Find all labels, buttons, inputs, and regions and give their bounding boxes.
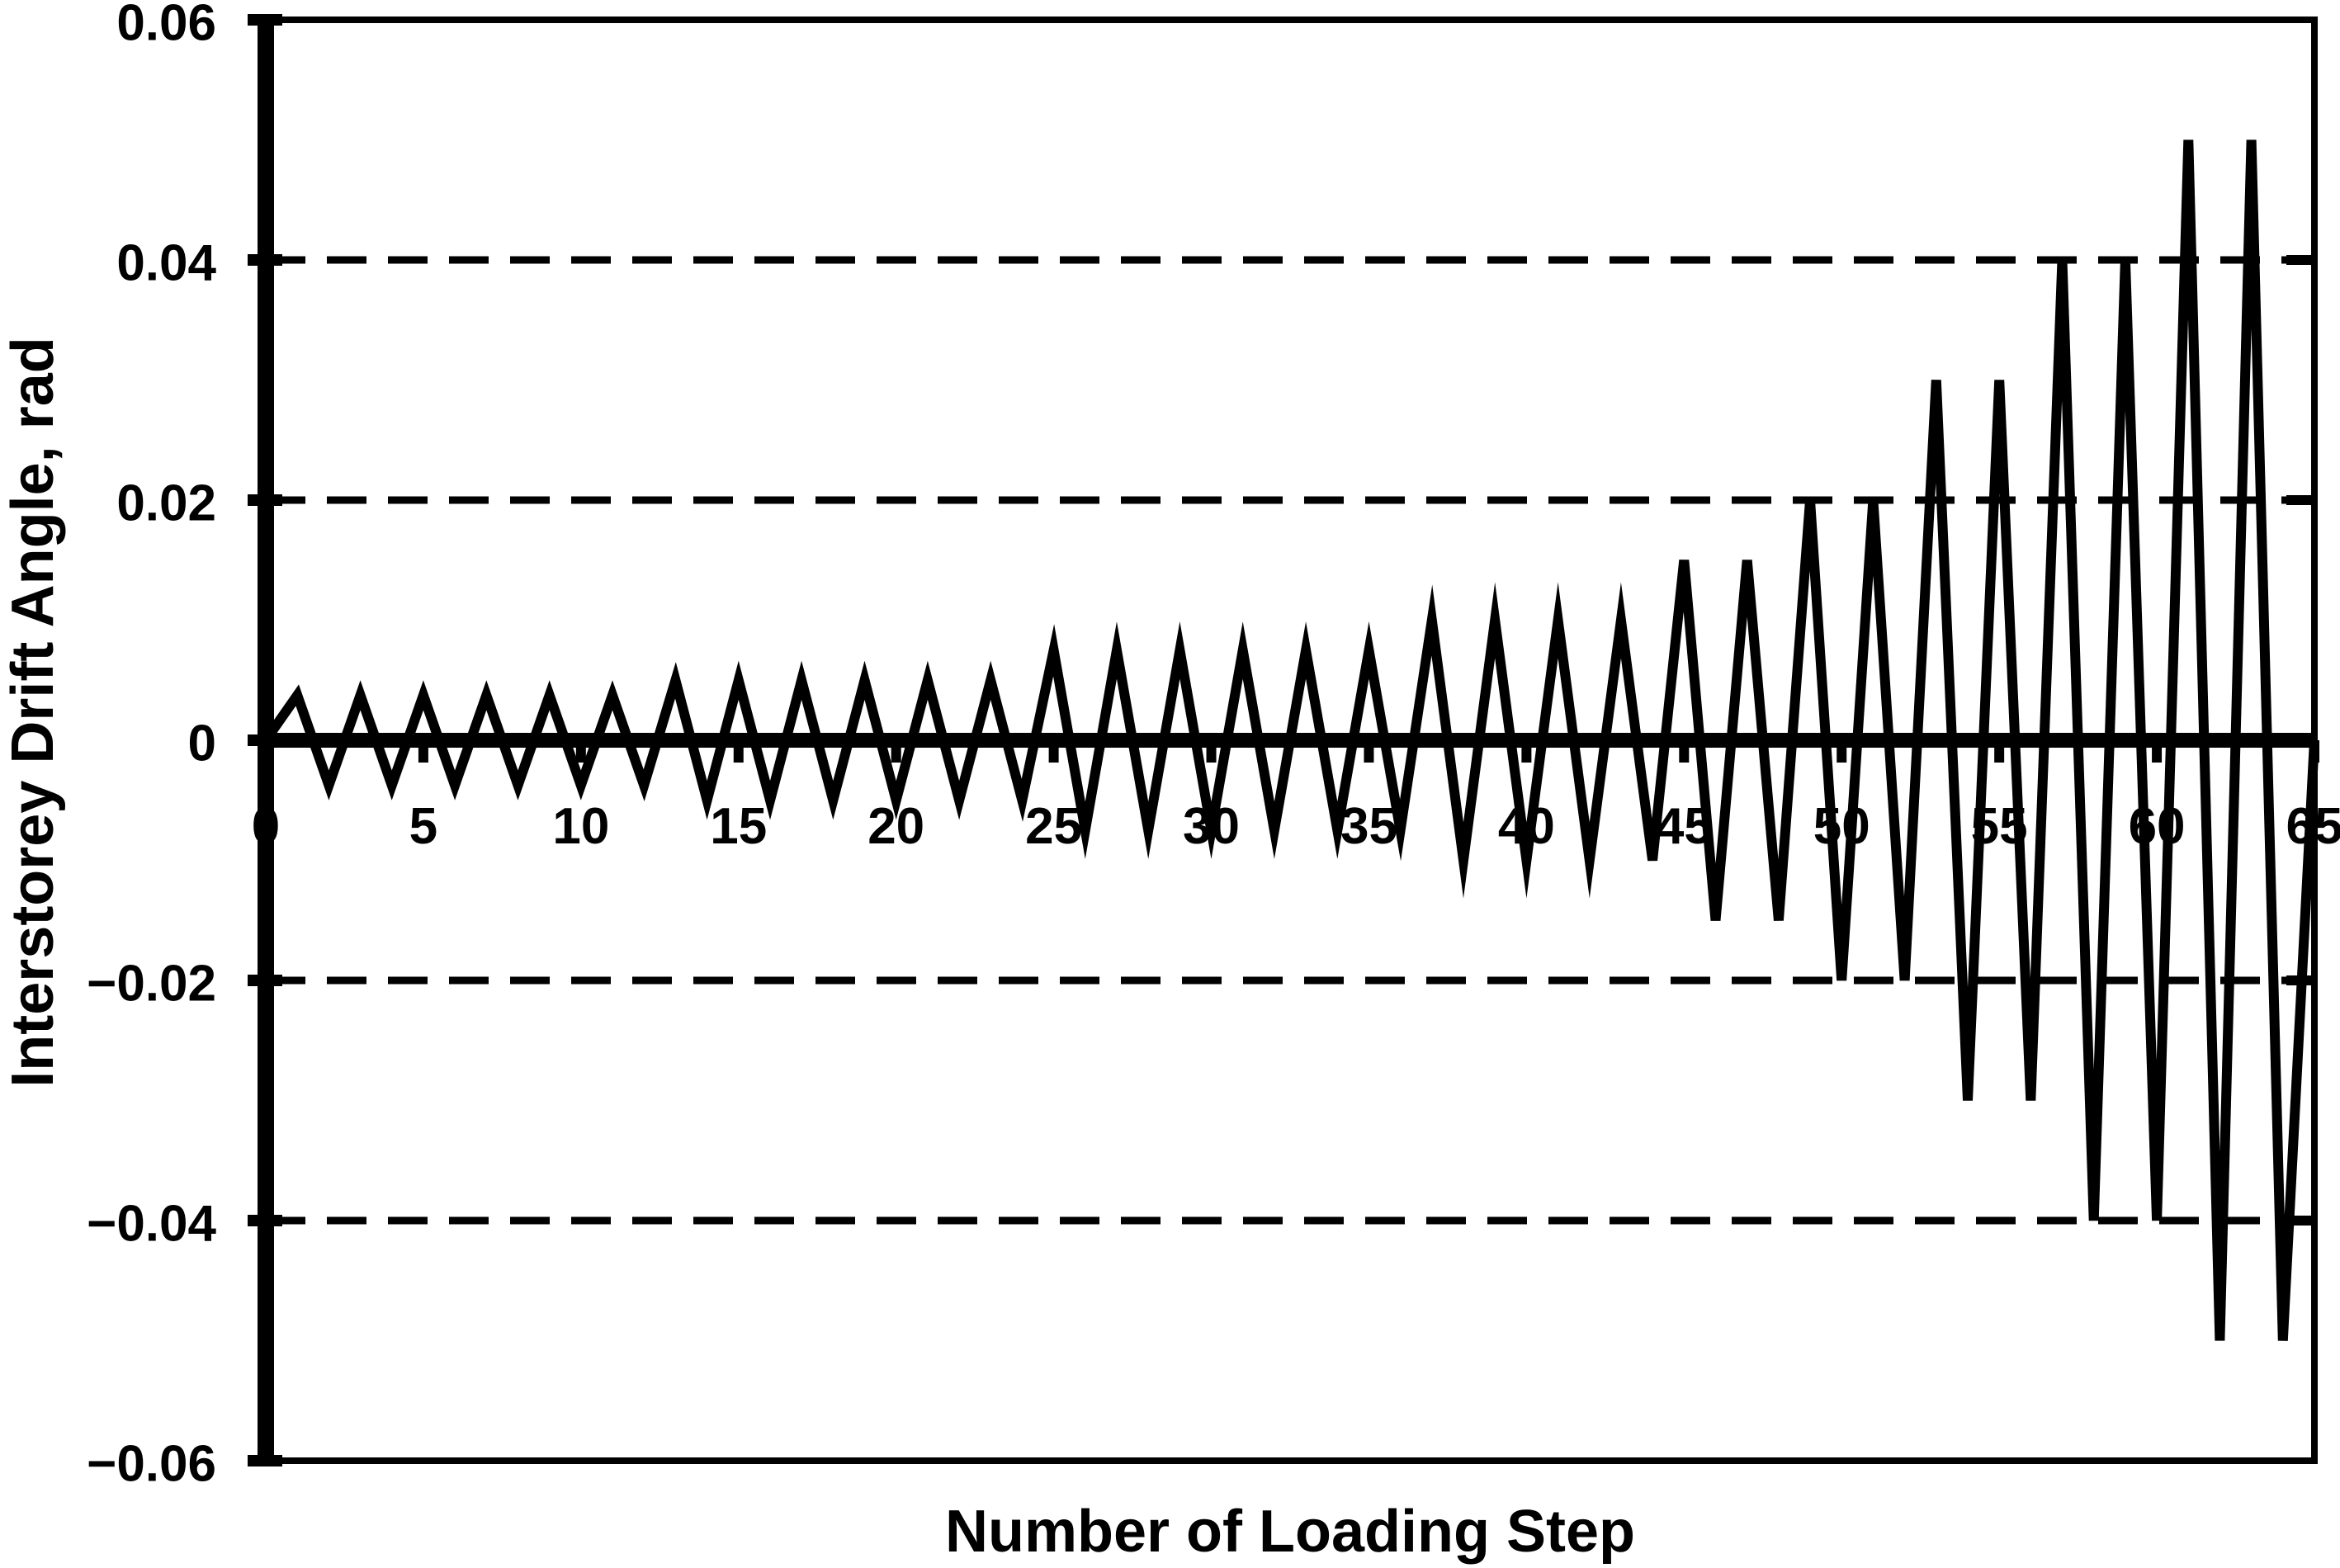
y-tick-label: −0.04 bbox=[87, 1196, 216, 1253]
y-tick-label: 0.06 bbox=[116, 0, 216, 52]
y-axis-title: Interstorey Drift Angle, rad bbox=[0, 337, 66, 1088]
x-tick-label: 15 bbox=[710, 798, 767, 855]
x-tick-label: 60 bbox=[2129, 798, 2186, 855]
x-tick-label: 35 bbox=[1340, 798, 1397, 855]
y-tick-label: 0.04 bbox=[116, 235, 216, 292]
x-tick-label: 5 bbox=[409, 798, 437, 855]
tick-labels: 0.060.040.020−0.02−0.04−0.06051015202530… bbox=[87, 0, 2340, 1493]
x-tick-label: 10 bbox=[552, 798, 609, 855]
y-tick-label: −0.02 bbox=[87, 956, 216, 1013]
y-tick-label: 0.02 bbox=[116, 475, 216, 532]
y-tick-label: 0 bbox=[188, 716, 216, 772]
x-tick-label: 50 bbox=[1813, 798, 1870, 855]
horizontal-gridlines bbox=[266, 256, 2314, 1225]
x-axis-title: Number of Loading Step bbox=[945, 1499, 1635, 1565]
drift-series-line bbox=[262, 139, 2319, 1341]
y-tick-label: −0.06 bbox=[87, 1436, 216, 1493]
x-tick-label: 25 bbox=[1025, 798, 1082, 855]
